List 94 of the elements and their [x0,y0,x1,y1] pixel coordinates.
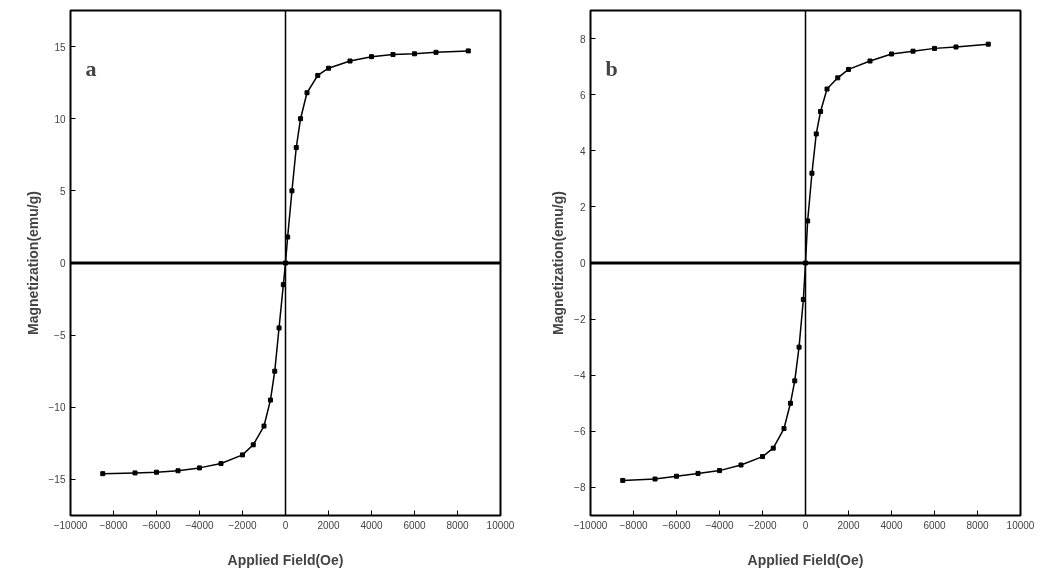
x-tick-label: −4000 [705,519,734,531]
point [433,49,439,55]
x-tick-label: 6000 [923,519,947,531]
point [197,465,202,471]
point [276,325,282,331]
point [390,52,396,58]
point [818,109,824,114]
y-tick-label: −6 [574,426,586,438]
point [289,188,295,194]
point [240,452,245,458]
point [412,51,417,57]
point [787,400,793,406]
x-tick-label: −2000 [748,519,777,531]
point [717,468,722,474]
point [304,90,310,96]
point [985,41,991,47]
point [218,461,224,467]
point [809,170,815,176]
x-axis-title: Applied Field(Oe) [747,551,864,568]
y-tick-label: −8 [574,482,586,494]
point [100,471,106,477]
x-tick-label: 8000 [966,519,990,531]
point [652,476,658,482]
point [932,45,937,51]
x-tick-label: 4000 [880,519,904,531]
x-tick-label: 10000 [1006,519,1035,531]
x-tick-label: 6000 [403,519,427,531]
point [781,426,787,432]
point [285,234,291,240]
point [824,86,830,92]
point [272,368,278,374]
point [154,469,159,475]
point [674,473,679,479]
x-tick-label: −8000 [99,519,128,531]
y-tick-label: 8 [579,33,586,45]
y-tick-label: 10 [54,113,66,125]
y-tick-label: 6 [579,89,586,101]
x-tick-label: 0 [802,519,809,531]
point [760,454,765,460]
point [250,442,256,448]
y-tick-label: −10 [48,402,66,414]
point [315,72,321,78]
point [132,470,138,476]
y-tick-label: 5 [59,185,66,197]
x-tick-label: −2000 [228,519,257,531]
x-tick-label: 10000 [486,519,515,531]
point [792,378,798,384]
y-tick-label: 0 [579,258,586,269]
x-tick-label: 2000 [837,519,861,531]
y-tick-label: 0 [59,258,66,269]
point [738,462,744,468]
point [770,445,776,451]
point [267,397,273,403]
x-tick-label: −10000 [573,519,608,531]
x-tick-label: −8000 [619,519,648,531]
y-tick-label: 15 [54,41,66,53]
x-axis-title: Applied Field(Oe) [227,551,344,568]
y-axis-title: Magnetization(emu/g) [24,191,41,335]
point [620,477,626,483]
point [846,66,851,72]
point [369,54,374,60]
x-tick-label: 8000 [446,519,470,531]
y-tick-label: 4 [579,145,586,157]
point [261,423,267,429]
point [910,48,916,54]
point [326,65,331,71]
y-axis-title: Magnetization(emu/g) [550,191,567,335]
point [175,468,181,474]
point [805,218,811,224]
point [465,48,471,54]
point [293,145,299,151]
x-tick-label: 2000 [317,519,341,531]
x-tick-label: −6000 [662,519,691,531]
y-tick-label: −4 [574,370,586,382]
annotation: a [85,55,97,81]
y-tick-label: −5 [54,330,66,342]
x-tick-label: −6000 [142,519,171,531]
x-tick-label: 0 [282,519,289,531]
point [298,116,304,122]
y-tick-label: 2 [579,201,586,213]
point [867,58,873,64]
x-tick-label: 4000 [360,519,384,531]
x-tick-label: −4000 [185,519,214,531]
point [953,44,959,50]
x-tick-label: −10000 [53,519,88,531]
annotation: b [605,55,618,81]
y-tick-label: −15 [48,474,66,486]
point [889,51,894,57]
point [347,58,353,64]
point [695,470,701,476]
y-tick-label: −2 [574,314,586,326]
point [796,344,802,350]
point [813,131,819,137]
point [835,75,841,81]
